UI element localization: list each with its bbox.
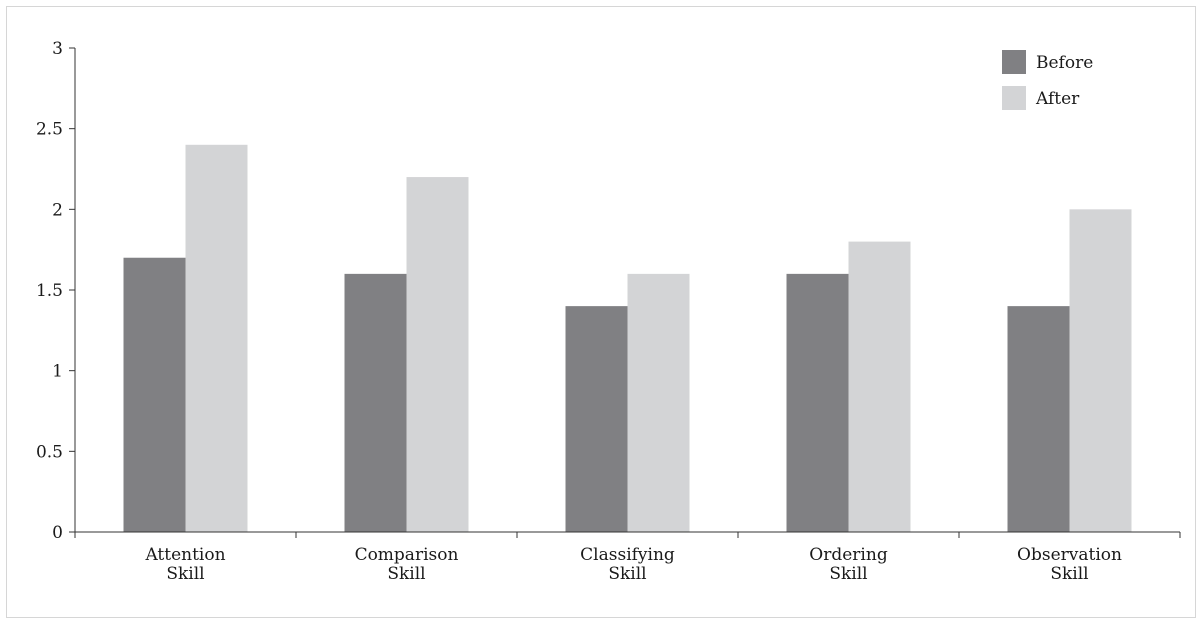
bars-layer [123,144,1132,533]
y-tick-label: 2.5 [36,120,63,140]
y-tick-label: 2 [52,200,63,220]
bar-before-observation [1007,306,1070,532]
legend-swatch-after [1002,86,1026,110]
legend: Before After [1002,50,1093,110]
bar-after-ordering [848,241,911,532]
bar-after-attention [185,144,248,533]
x-category-label: Classifying Skill [580,545,675,584]
bar-before-attention [123,257,186,532]
legend-label-after: After [1035,89,1080,109]
bar-after-observation [1069,209,1132,533]
y-tick-label: 1 [52,362,63,382]
legend-label-before: Before [1036,53,1093,73]
bar-after-comparison [406,177,469,533]
x-category-label: Attention Skill [144,545,225,584]
bar-after-classifying [627,273,690,532]
y-tick-label: 0.5 [36,442,63,462]
x-category-label: Ordering Skill [809,545,888,584]
bar-before-classifying [565,306,628,532]
legend-swatch-before [1002,50,1026,74]
x-category-label: Comparison Skill [355,545,459,584]
y-tick-label: 1.5 [36,281,63,301]
bar-before-comparison [344,273,407,532]
y-tick-label: 0 [52,523,63,543]
x-category-label: Observation Skill [1017,545,1122,584]
y-tick-label: 3 [52,39,63,59]
bar-before-ordering [786,273,849,532]
axes-layer: 0 0.5 1 1.5 2 2.5 3 Attention Skill Comparison Ski… [36,39,1181,584]
